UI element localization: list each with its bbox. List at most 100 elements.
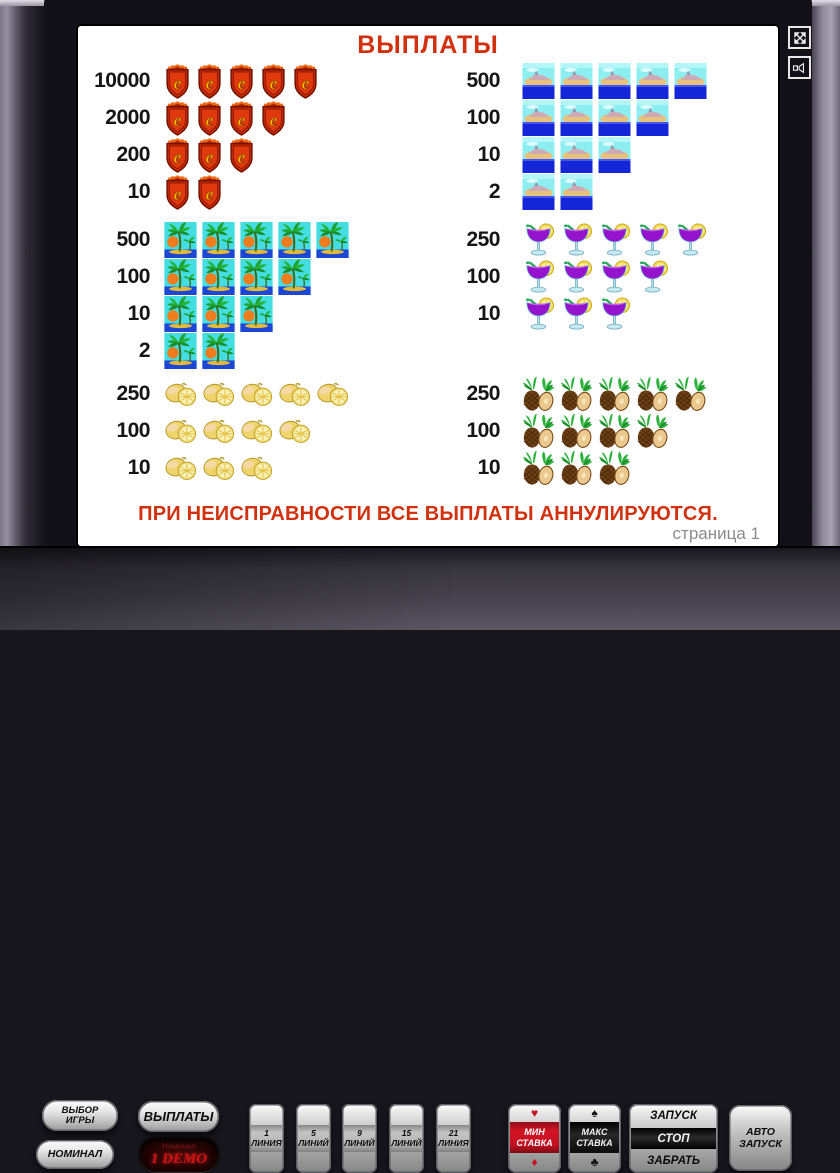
badge-symbol-icon [292, 63, 319, 99]
cocktail-symbol-icon [674, 222, 707, 258]
payout-value: 10 [127, 455, 151, 479]
fullscreen-button[interactable] [788, 26, 811, 49]
cocktail-symbol-icon [598, 222, 631, 258]
diamond-icon: ♦ [531, 1155, 538, 1169]
cocktail-symbol-icon [522, 296, 555, 332]
line-21-button[interactable]: 21 ЛИНИЯ [436, 1104, 471, 1173]
lemon-symbol-icon [278, 413, 311, 449]
palm-symbol-icon [202, 222, 235, 258]
lemon-symbol-icon [240, 376, 273, 412]
line-9-button[interactable]: 9 ЛИНИЙ [342, 1104, 377, 1173]
payout-value: 100 [466, 264, 500, 288]
pineapple-symbol-icon [522, 413, 555, 449]
pineapple-symbol-icon [598, 413, 631, 449]
auto-start-button[interactable]: АВТО ЗАПУСК [729, 1105, 792, 1171]
island-symbol-icon [636, 100, 669, 136]
stop-label: СТОП [631, 1128, 716, 1149]
island-symbol-icon [636, 63, 669, 99]
lemon-symbol-icon [202, 376, 235, 412]
paytable-row: 10 [436, 136, 707, 173]
symbol-group [164, 296, 273, 332]
symbol-group [164, 376, 349, 412]
start-label: ЗАПУСК [650, 1110, 697, 1122]
symbol-group [164, 137, 255, 173]
symbol-group [522, 63, 707, 99]
payout-value: 2 [138, 338, 151, 362]
payout-value: 10000 [94, 68, 150, 92]
paytable-row: 10 [436, 295, 707, 332]
denomination-button[interactable]: НОМИНАЛ [36, 1140, 114, 1169]
game-select-label: ВЫБОР ИГРЫ [61, 1104, 99, 1126]
payout-value: 250 [116, 381, 150, 405]
symbol-group [522, 413, 669, 449]
paytable-row: 250 [436, 221, 707, 258]
symbol-group [522, 137, 631, 173]
start-stop-collect-button[interactable]: ЗАПУСК СТОП ЗАБРАТЬ [629, 1104, 718, 1173]
payout-value: 2000 [105, 105, 150, 129]
island-symbol-icon [560, 63, 593, 99]
palm-symbol-icon [240, 296, 273, 332]
symbol-group [522, 222, 707, 258]
palm-symbol-icon [164, 333, 197, 369]
paytable-group-cocktail: 250 100 10 [436, 221, 707, 332]
cocktail-symbol-icon [598, 296, 631, 332]
badge-symbol-icon [260, 63, 287, 99]
pineapple-symbol-icon [636, 413, 669, 449]
paytable-row: 200 [86, 136, 319, 173]
badge-symbol-icon [196, 100, 223, 136]
palm-symbol-icon [202, 296, 235, 332]
pineapple-symbol-icon [522, 450, 555, 486]
symbol-group [164, 450, 273, 486]
paytable-row: 2 [436, 173, 707, 210]
island-symbol-icon [522, 63, 555, 99]
paytable-row: 10 [86, 449, 349, 486]
badge-symbol-icon [164, 174, 191, 210]
cabinet-top-edge [0, 0, 840, 6]
paytable-row: 100 [436, 412, 707, 449]
heart-icon: ♥ [530, 1106, 539, 1120]
line-5-label: 5 ЛИНИЙ [298, 1125, 329, 1152]
palm-symbol-icon [240, 222, 273, 258]
paytable-group-pineapple: 250 100 10 [436, 375, 707, 486]
display-caption: Номинал [162, 1141, 196, 1151]
symbol-group [164, 174, 223, 210]
auto-start-label: АВТО ЗАПУСК [739, 1125, 782, 1150]
payouts-button[interactable]: ВЫПЛАТЫ [138, 1101, 219, 1132]
collect-label: ЗАБРАТЬ [646, 1155, 701, 1167]
paytable-row: 10 [86, 173, 319, 210]
island-symbol-icon [560, 100, 593, 136]
page-indicator: страница 1 [672, 524, 760, 543]
payout-value: 250 [466, 227, 500, 251]
paytable-group-island: 500 100 10 2 [436, 62, 707, 210]
paytable-row: 100 [436, 258, 707, 295]
max-bet-button[interactable]: ♠ МАКС СТАВКА ♣ [568, 1104, 621, 1173]
game-select-button[interactable]: ВЫБОР ИГРЫ [42, 1100, 118, 1131]
symbol-group [164, 333, 235, 369]
lemon-symbol-icon [240, 450, 273, 486]
payout-value: 2 [488, 179, 501, 203]
palm-symbol-icon [278, 222, 311, 258]
line-15-button[interactable]: 15 ЛИНИЙ [389, 1104, 424, 1173]
cocktail-symbol-icon [560, 259, 593, 295]
min-bet-label: МИН СТАВКА [510, 1122, 559, 1153]
badge-symbol-icon [196, 63, 223, 99]
payout-value: 100 [116, 264, 150, 288]
pineapple-symbol-icon [560, 413, 593, 449]
badge-symbol-icon [228, 137, 255, 173]
min-bet-button[interactable]: ♥ МИН СТАВКА ♦ [508, 1104, 561, 1173]
lemon-symbol-icon [164, 376, 197, 412]
cocktail-symbol-icon [522, 259, 555, 295]
cocktail-symbol-icon [636, 259, 669, 295]
line-5-button[interactable]: 5 ЛИНИЙ [296, 1104, 331, 1173]
paytable-row: 500 [86, 221, 349, 258]
lemon-symbol-icon [202, 450, 235, 486]
cocktail-symbol-icon [636, 222, 669, 258]
paytable-row: 10 [436, 449, 707, 486]
line-1-label: 1 ЛИНИЯ [251, 1125, 282, 1152]
line-1-button[interactable]: 1 ЛИНИЯ [249, 1104, 284, 1173]
badge-symbol-icon [260, 100, 287, 136]
sound-button[interactable] [788, 56, 811, 79]
speaker-icon [792, 62, 804, 73]
pineapple-symbol-icon [598, 376, 631, 412]
paytable-row: 100 [436, 99, 707, 136]
